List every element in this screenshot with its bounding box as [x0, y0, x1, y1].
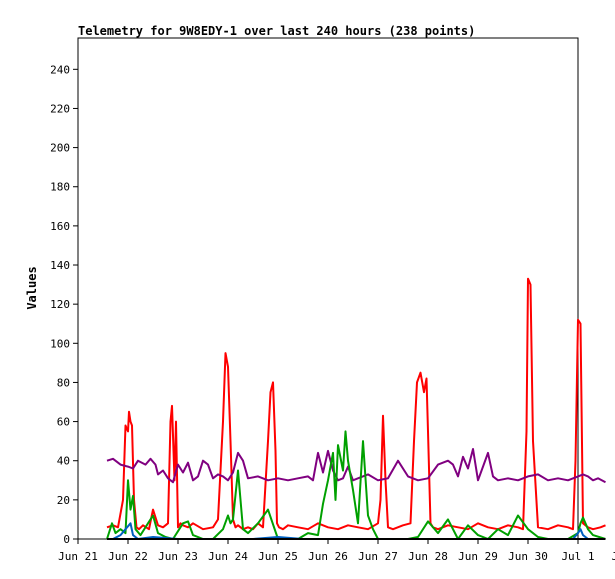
plot-area [77, 37, 579, 540]
y-axis: 0 20 40 60 80 100 120 140 160 180 200 220 240 [50, 63, 78, 546]
x-tick-label: Jun 30 [508, 550, 548, 563]
y-tick-label: 100 [50, 337, 70, 350]
y-tick-label: 140 [50, 259, 70, 272]
x-tick-label: Jun 21 [58, 550, 98, 563]
y-tick-label: 0 [63, 533, 70, 546]
series-layer [106, 277, 606, 540]
x-axis: Jun 21 Jun 22 Jun 23 Jun 24 Jun 25 Jun 26 Jun … [58, 539, 615, 563]
y-tick-label: 200 [50, 142, 70, 155]
series-line-1 [106, 277, 606, 531]
x-tick-label: Jun 25 [258, 550, 298, 563]
series-line-3 [106, 430, 606, 540]
x-tick-label: Jun 29 [458, 550, 498, 563]
y-axis-label: Values [25, 266, 39, 309]
y-tick-label: 60 [57, 416, 70, 429]
x-tick-label: Jun 23 [158, 550, 198, 563]
x-tick-label: Jun 28 [408, 550, 448, 563]
x-tick-label: Jul 2 [611, 550, 615, 563]
x-tick-label: Jun 27 [358, 550, 398, 563]
y-tick-label: 80 [57, 376, 70, 389]
x-tick-label: Jun 24 [208, 550, 248, 563]
y-tick-label: 220 [50, 102, 70, 115]
chart-title: Telemetry for 9W8EDY-1 over last 240 hou… [78, 24, 475, 38]
series-line-2 [106, 448, 606, 484]
y-tick-label: 240 [50, 63, 70, 76]
y-tick-label: 160 [50, 220, 70, 233]
x-tick-label: Jun 26 [308, 550, 348, 563]
x-tick-label: Jul 1 [561, 550, 594, 563]
y-tick-label: 180 [50, 181, 70, 194]
x-tick-label: Jun 22 [108, 550, 148, 563]
y-tick-label: 40 [57, 455, 70, 468]
y-tick-label: 20 [57, 494, 70, 507]
y-tick-label: 120 [50, 298, 70, 311]
